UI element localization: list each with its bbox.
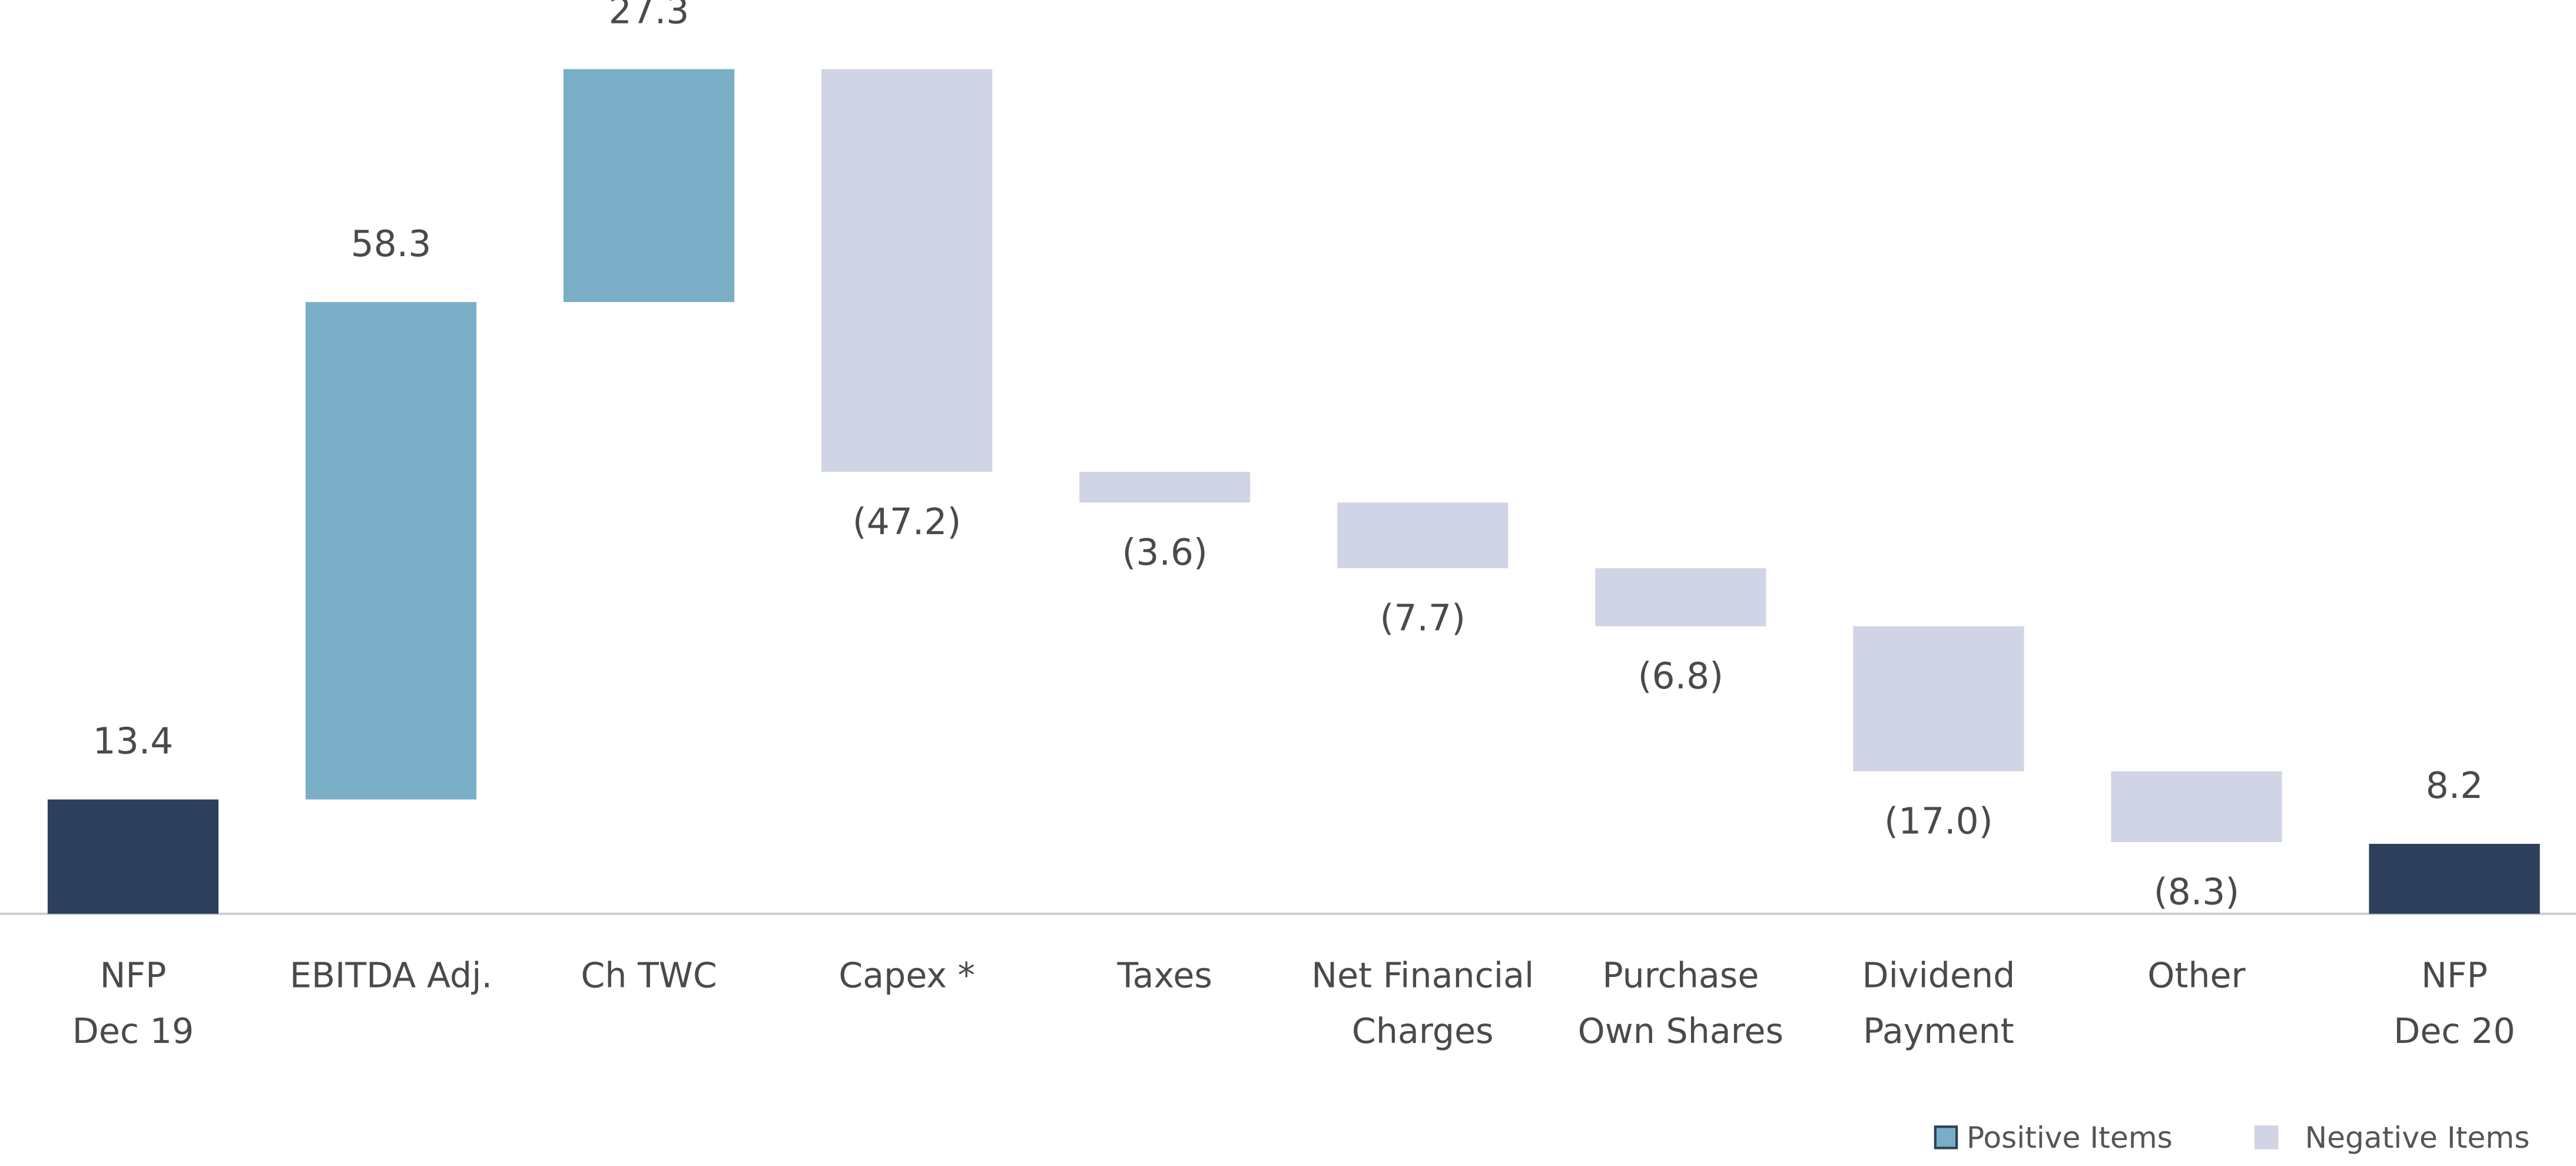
- value-label: (17.0): [1884, 800, 1993, 842]
- value-label: 58.3: [351, 223, 432, 265]
- value-label: (6.8): [1638, 655, 1723, 697]
- bar: [821, 69, 993, 472]
- x-tick-label: EBITDA Adj.: [290, 955, 492, 995]
- x-tick-label: Own Shares: [1578, 1011, 1783, 1051]
- x-tick-label: Capex *: [838, 955, 975, 995]
- x-tick-label: Dividend: [1862, 955, 2015, 995]
- bar: [1853, 626, 2024, 771]
- x-tick-label: Other: [2147, 955, 2246, 995]
- x-tick-label: Taxes: [1117, 955, 1212, 995]
- bar: [305, 302, 477, 800]
- x-tick-label: NFP: [100, 955, 167, 995]
- x-tick-label: Charges: [1352, 1011, 1494, 1051]
- bar: [2369, 843, 2540, 914]
- value-label: 13.4: [93, 721, 174, 763]
- legend-swatch: [1934, 1125, 1958, 1150]
- bar: [2111, 771, 2282, 843]
- bar: [1595, 568, 1766, 627]
- bar: [1079, 472, 1251, 503]
- x-tick-label: Net Financial: [1311, 955, 1534, 995]
- x-tick-label: Purchase: [1602, 955, 1759, 995]
- value-label: (47.2): [853, 501, 962, 543]
- bar: [1337, 502, 1509, 568]
- value-label: 8.2: [2426, 765, 2484, 807]
- legend-label: Negative Items: [2305, 1120, 2530, 1155]
- value-label: (8.3): [2154, 872, 2239, 913]
- x-tick-label: Payment: [1863, 1011, 2014, 1051]
- x-tick-label: NFP: [2421, 955, 2488, 995]
- bar: [563, 69, 735, 302]
- value-label: (7.7): [1380, 598, 1466, 640]
- legend-swatch: [2254, 1125, 2279, 1150]
- legend-label: Positive Items: [1967, 1120, 2173, 1155]
- value-label: 27.3: [609, 0, 689, 32]
- value-label: (3.6): [1122, 532, 1207, 574]
- bar: [47, 799, 219, 914]
- x-tick-label: Ch TWC: [581, 955, 717, 995]
- x-tick-label: Dec 19: [72, 1011, 194, 1051]
- x-tick-label: Dec 20: [2393, 1011, 2515, 1051]
